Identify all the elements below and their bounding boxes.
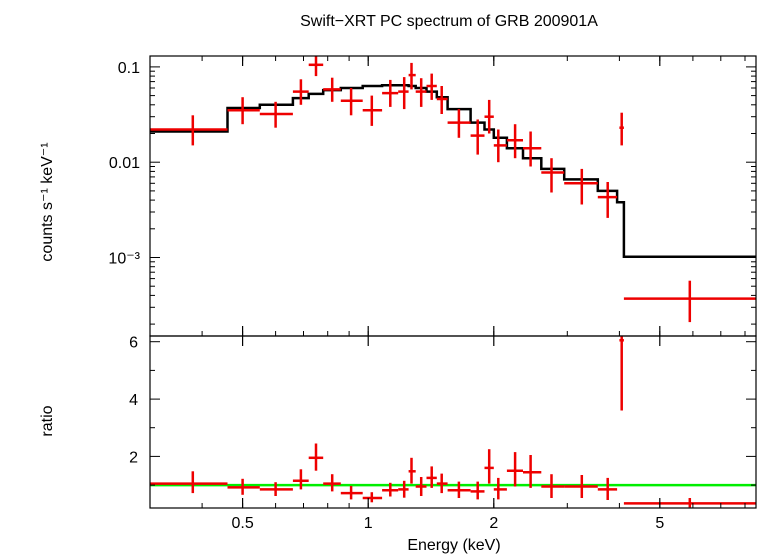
- chart-title: Swift−XRT PC spectrum of GRB 200901A: [300, 13, 598, 30]
- top-y-tick-label-1: 0.1: [118, 60, 140, 77]
- ratio-point-2: [227, 478, 260, 495]
- ratio-point-18: [493, 477, 507, 500]
- spectrum-point-7: [340, 88, 363, 116]
- ratio-panel: 0.5 1 2 5 2 4 6: [129, 335, 757, 532]
- spectrum-y-axis-label: counts s⁻¹ keV⁻¹: [39, 142, 56, 261]
- ratio-point-16: [470, 481, 485, 500]
- ratio-point-1: [150, 471, 228, 494]
- spectrum-point-17: [484, 99, 494, 134]
- spectrum-point-25: [623, 280, 756, 323]
- spectrum-point-8: [362, 95, 383, 126]
- spectrum-point-10: [398, 77, 409, 110]
- ratio-point-7: [340, 485, 363, 500]
- ratio-point-17: [484, 449, 494, 484]
- ratio-point-23: [597, 477, 618, 500]
- ratio-point-22: [564, 475, 598, 498]
- ratio-point-11: [408, 457, 416, 484]
- top-y-tick-label-3: 10⁻³: [108, 251, 140, 268]
- x-tick-label-4: 5: [655, 515, 664, 532]
- spectrum-point-3: [259, 101, 293, 128]
- spectrum-point-24: [619, 112, 624, 146]
- spectrum-point-14: [436, 86, 448, 114]
- spectrum-point-15: [447, 109, 471, 138]
- ratio-point-8: [362, 492, 383, 503]
- x-axis-label: Energy (keV): [407, 537, 500, 554]
- ratio-point-12: [415, 477, 427, 496]
- x-tick-label-3: 2: [489, 515, 498, 532]
- spectrum-point-19: [506, 124, 523, 159]
- ratio-frame: [149, 335, 757, 509]
- ratio-point-9: [382, 482, 399, 497]
- spectrum-point-13: [426, 73, 437, 100]
- ratio-point-20: [523, 455, 542, 488]
- spectrum-frame: [149, 55, 757, 337]
- ratio-point-6: [323, 474, 341, 492]
- spectrum-point-6: [323, 77, 341, 102]
- ratio-point-13: [426, 466, 437, 488]
- top-y-tick-label-2: 0.01: [109, 155, 140, 172]
- ratio-point-5: [308, 443, 324, 471]
- ratio-point-24: [619, 336, 624, 411]
- ratio-point-14: [436, 473, 448, 494]
- spectrum-point-9: [382, 79, 399, 107]
- ratio-y-tick-label-2: 4: [129, 392, 138, 409]
- ratio-point-10: [398, 480, 409, 498]
- spectrum-point-1: [150, 115, 228, 146]
- spectrum-point-2: [227, 97, 260, 125]
- ratio-point-21: [541, 474, 565, 498]
- spectrum-point-16: [470, 119, 485, 155]
- ratio-y-tick-label-1: 2: [129, 449, 138, 466]
- model-curve: [150, 84, 756, 258]
- x-tick-label-1: 0.5: [231, 515, 253, 532]
- spectrum-point-18: [493, 129, 507, 163]
- ratio-point-19: [506, 452, 523, 487]
- ratio-point-25: [623, 498, 756, 508]
- spectrum-point-20: [523, 131, 542, 167]
- spectrum-point-21: [541, 158, 565, 193]
- ratio-y-tick-label-3: 6: [129, 335, 138, 352]
- spectrum-point-12: [415, 78, 427, 107]
- x-tick-label-2: 1: [364, 515, 373, 532]
- ratio-y-axis-label: ratio: [39, 405, 56, 436]
- spectrum-point-4: [292, 79, 309, 105]
- spectrum-point-23: [597, 182, 618, 218]
- spectrum-panel: 0.1 0.01 10⁻³: [108, 55, 757, 337]
- ratio-point-4: [292, 469, 309, 490]
- spectrum-point-11: [408, 62, 416, 90]
- spectrum-point-5: [308, 56, 324, 77]
- spectrum-point-22: [564, 168, 598, 205]
- ratio-point-3: [259, 482, 293, 496]
- ratio-point-15: [447, 481, 471, 498]
